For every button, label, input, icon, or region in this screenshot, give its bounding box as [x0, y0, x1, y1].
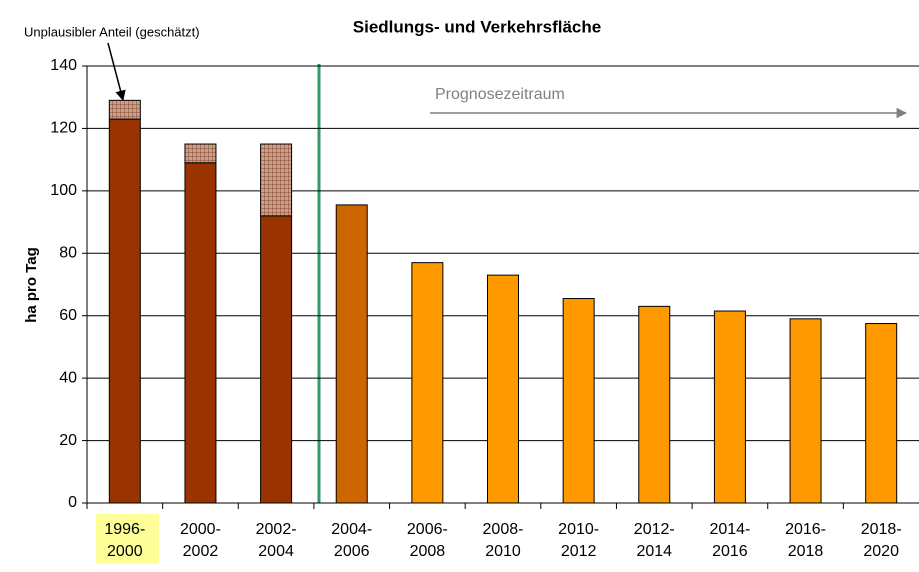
bar [260, 215, 293, 504]
bar-segment-implausible [108, 99, 141, 120]
x-tick-label: 2008-2010 [483, 521, 524, 560]
x-tick-label: 2006-2008 [407, 521, 448, 560]
y-tick-label: 40 [59, 369, 77, 386]
y-tick-label: 20 [59, 432, 77, 449]
bar [713, 310, 746, 504]
y-tick-label: 120 [50, 120, 77, 137]
x-tick-label: 2002-2004 [256, 521, 297, 560]
bar [865, 323, 898, 504]
x-tick-label: 2004-2006 [331, 521, 372, 560]
highlight [96, 514, 159, 564]
bar-segment-implausible [260, 143, 293, 217]
bar [638, 305, 671, 504]
bar [487, 274, 519, 504]
x-tick-label: 2016-2018 [785, 521, 826, 560]
x-tick-label: 2012-2014 [634, 521, 675, 560]
y-tick-label: 100 [50, 182, 77, 199]
x-tick-label: 2010-2012 [558, 521, 599, 560]
annotation: Unplausibler Anteil (geschätzt) [24, 24, 200, 39]
x-tick-label: 2000-2002 [180, 521, 221, 560]
y-tick-label: 80 [59, 245, 77, 262]
y-tick-label: 0 [68, 494, 77, 511]
y-axis-label: ha pro Tag [23, 247, 40, 323]
x-tick-label: 1996-2000 [104, 521, 145, 560]
annotation-arrow [107, 42, 126, 102]
chart-title: Siedlungs- und Verkehrsfläche [353, 17, 601, 36]
bar [335, 204, 368, 504]
y-tick-label: 140 [50, 57, 77, 74]
bar [108, 118, 141, 504]
bar [562, 298, 595, 504]
bar [184, 162, 217, 504]
y-tick-label: 60 [59, 307, 77, 324]
bar [411, 262, 444, 504]
bar-segment-implausible [184, 143, 217, 164]
x-tick-label: 2014-2016 [709, 521, 750, 560]
annotation: Prognosezeitraum [435, 86, 565, 103]
x-tick-label: 2018-2020 [861, 521, 902, 560]
bar [789, 318, 822, 504]
